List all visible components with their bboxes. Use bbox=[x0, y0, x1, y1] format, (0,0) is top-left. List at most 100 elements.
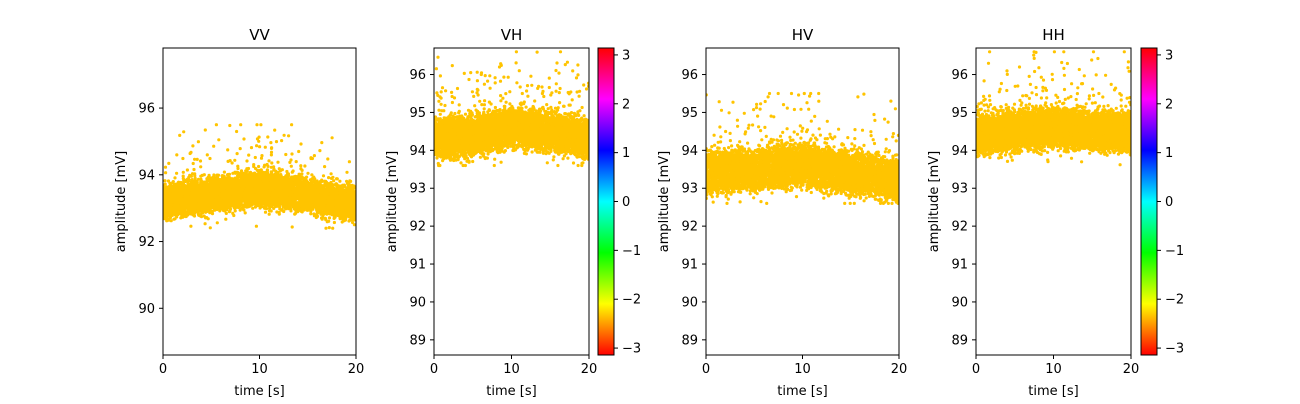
data-point bbox=[238, 147, 242, 151]
data-point bbox=[196, 140, 200, 144]
data-point bbox=[294, 211, 298, 215]
data-point bbox=[332, 179, 336, 183]
data-point bbox=[267, 206, 272, 210]
data-point bbox=[312, 154, 316, 158]
data-point bbox=[193, 176, 197, 180]
data-point bbox=[226, 159, 230, 163]
data-point bbox=[179, 180, 183, 185]
data-point bbox=[274, 140, 279, 144]
data-point bbox=[182, 179, 186, 183]
data-point bbox=[257, 135, 261, 139]
data-point bbox=[326, 157, 330, 161]
data-point bbox=[341, 217, 345, 221]
data-point bbox=[189, 224, 193, 228]
data-point bbox=[254, 224, 258, 228]
data-point bbox=[259, 123, 263, 127]
data-point bbox=[208, 226, 212, 230]
data-point bbox=[242, 208, 246, 212]
data-point bbox=[290, 225, 294, 229]
data-point bbox=[185, 168, 189, 172]
data-point bbox=[203, 222, 207, 226]
data-point bbox=[215, 221, 219, 225]
data-point bbox=[185, 185, 189, 189]
data-point bbox=[319, 180, 324, 184]
data-point bbox=[236, 164, 240, 168]
data-point bbox=[323, 165, 327, 169]
data-point bbox=[277, 212, 281, 216]
data-point bbox=[181, 181, 185, 186]
data-point bbox=[306, 208, 310, 212]
data-point bbox=[259, 156, 264, 160]
data-point bbox=[202, 214, 206, 218]
data-point bbox=[246, 166, 251, 171]
data-point bbox=[270, 170, 274, 174]
data-point bbox=[294, 201, 298, 205]
data-point bbox=[320, 141, 324, 145]
data-point bbox=[327, 216, 332, 220]
data-point bbox=[290, 152, 294, 156]
data-point bbox=[245, 205, 249, 209]
data-point bbox=[253, 205, 257, 209]
data-point bbox=[220, 189, 224, 193]
data-point bbox=[345, 189, 349, 193]
data-point bbox=[278, 205, 282, 209]
data-point bbox=[263, 210, 268, 214]
data-point bbox=[352, 223, 356, 227]
data-point bbox=[272, 165, 276, 169]
data-point bbox=[284, 152, 288, 157]
data-point bbox=[285, 169, 289, 174]
data-point bbox=[181, 156, 185, 161]
data-point bbox=[245, 159, 249, 163]
data-point bbox=[167, 217, 171, 221]
data-point bbox=[294, 160, 298, 164]
data-point bbox=[288, 160, 292, 164]
data-point bbox=[276, 160, 280, 164]
data-point bbox=[290, 170, 294, 174]
data-point bbox=[191, 144, 195, 148]
data-point bbox=[327, 226, 331, 230]
scatter-points bbox=[163, 123, 356, 230]
data-point bbox=[208, 156, 212, 161]
data-point bbox=[224, 211, 228, 215]
data-point bbox=[300, 172, 304, 176]
data-point bbox=[330, 136, 334, 140]
data-point bbox=[297, 149, 301, 154]
data-point bbox=[212, 144, 216, 148]
data-point bbox=[224, 217, 228, 221]
data-point bbox=[282, 209, 286, 214]
data-point bbox=[186, 181, 190, 185]
data-point bbox=[163, 165, 168, 169]
data-point bbox=[269, 150, 274, 154]
data-point bbox=[263, 145, 267, 149]
data-point bbox=[344, 216, 348, 220]
data-point bbox=[267, 212, 271, 216]
data-point bbox=[181, 170, 185, 174]
data-point bbox=[324, 226, 328, 230]
data-point bbox=[223, 205, 227, 210]
data-point bbox=[289, 158, 293, 162]
data-point bbox=[167, 161, 171, 165]
data-point bbox=[232, 188, 236, 192]
data-point bbox=[163, 179, 167, 183]
data-point bbox=[327, 219, 331, 223]
data-point bbox=[270, 161, 274, 165]
data-point bbox=[310, 173, 314, 177]
data-point bbox=[188, 211, 192, 216]
data-point bbox=[223, 209, 227, 213]
data-point bbox=[342, 184, 347, 188]
data-point bbox=[181, 176, 185, 181]
data-point bbox=[257, 139, 261, 143]
data-point bbox=[334, 182, 338, 186]
data-point bbox=[347, 187, 351, 191]
data-point bbox=[249, 146, 254, 150]
data-point bbox=[309, 212, 313, 216]
data-point bbox=[259, 168, 263, 172]
data-point bbox=[299, 164, 303, 168]
data-point bbox=[192, 167, 196, 172]
data-point bbox=[193, 157, 197, 161]
data-point bbox=[345, 170, 349, 174]
data-point bbox=[342, 190, 346, 194]
data-point bbox=[298, 207, 302, 211]
